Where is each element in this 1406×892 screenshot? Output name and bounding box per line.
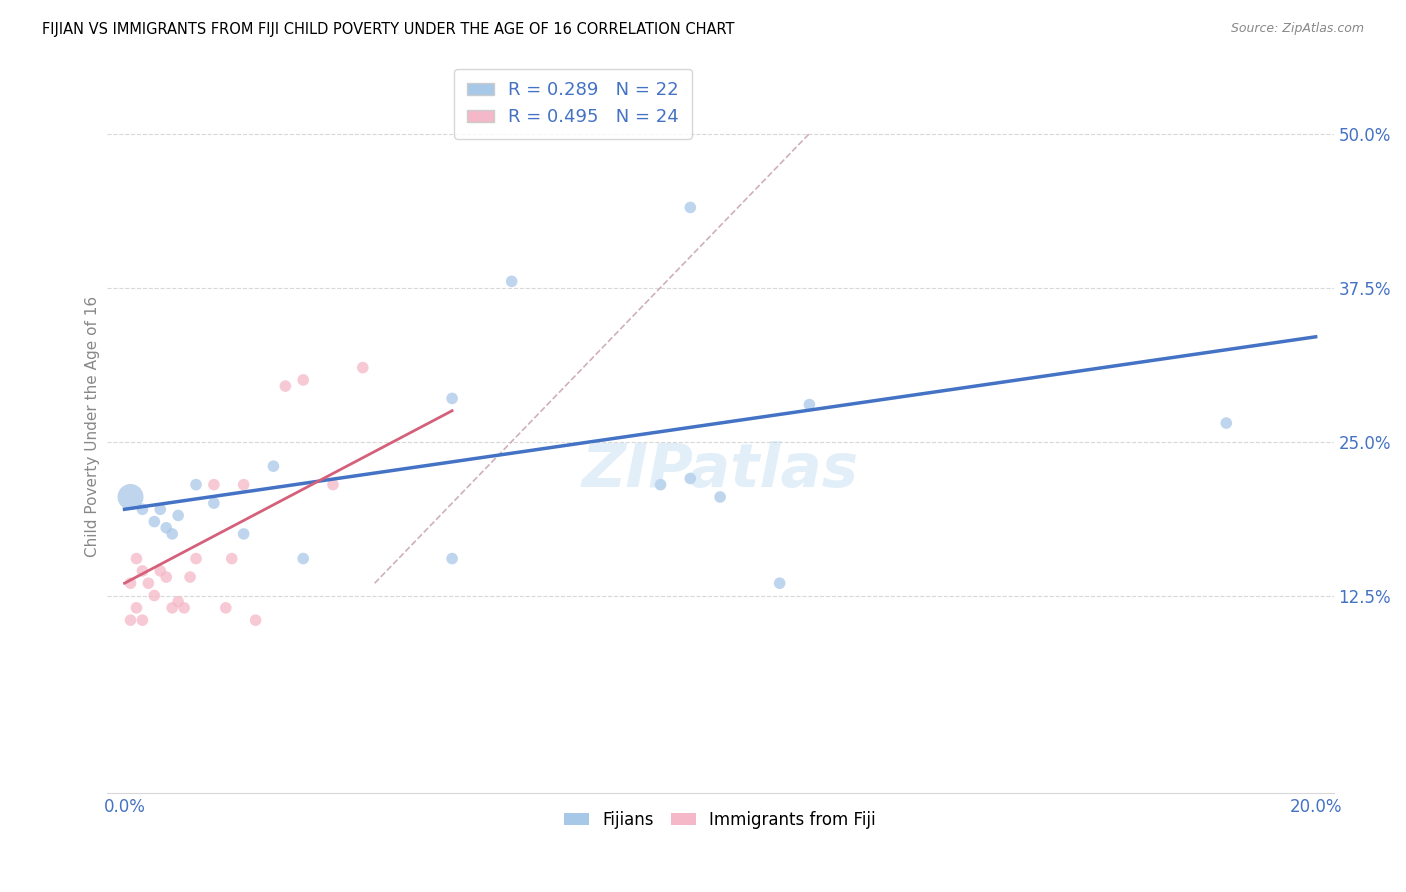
Point (501, 274, 523, 288)
Point (179, 570, 201, 584)
Point (650, 477, 672, 491)
Point (274, 379, 297, 393)
Point (709, 490, 731, 504)
Point (245, 613, 267, 627)
Point (120, 576, 142, 591)
Point (131, 502, 153, 516)
Text: ZIPatlas: ZIPatlas (582, 441, 859, 500)
Point (167, 508, 190, 523)
Point (679, 471, 702, 485)
Point (149, 564, 172, 578)
Point (149, 502, 172, 516)
Point (155, 570, 177, 584)
Point (160, 527, 183, 541)
Point (232, 477, 254, 491)
Point (131, 564, 153, 578)
Point (184, 477, 207, 491)
Point (215, 600, 238, 615)
Point (262, 459, 284, 474)
Y-axis label: Child Poverty Under the Age of 16: Child Poverty Under the Age of 16 (86, 295, 100, 557)
Point (232, 527, 254, 541)
Point (160, 600, 183, 615)
Point (292, 551, 315, 566)
Point (679, 201, 702, 215)
Point (120, 490, 142, 504)
Point (138, 576, 160, 591)
Point (131, 613, 153, 627)
Point (799, 398, 821, 412)
Legend: Fijians, Immigrants from Fiji: Fijians, Immigrants from Fiji (558, 805, 883, 836)
Text: Source: ZipAtlas.com: Source: ZipAtlas.com (1230, 22, 1364, 36)
Point (769, 576, 792, 591)
Point (441, 392, 464, 406)
Point (292, 373, 315, 387)
Point (125, 551, 148, 566)
Point (155, 521, 177, 535)
Point (184, 551, 207, 566)
Point (221, 551, 243, 566)
Point (125, 600, 148, 615)
Point (202, 496, 225, 510)
Text: FIJIAN VS IMMIGRANTS FROM FIJI CHILD POVERTY UNDER THE AGE OF 16 CORRELATION CHA: FIJIAN VS IMMIGRANTS FROM FIJI CHILD POV… (42, 22, 735, 37)
Point (352, 360, 374, 375)
Point (120, 613, 142, 627)
Point (441, 551, 464, 566)
Point (143, 589, 166, 603)
Point (167, 595, 190, 609)
Point (202, 477, 225, 491)
Point (322, 477, 344, 491)
Point (1215, 416, 1237, 430)
Point (143, 515, 166, 529)
Point (173, 600, 195, 615)
